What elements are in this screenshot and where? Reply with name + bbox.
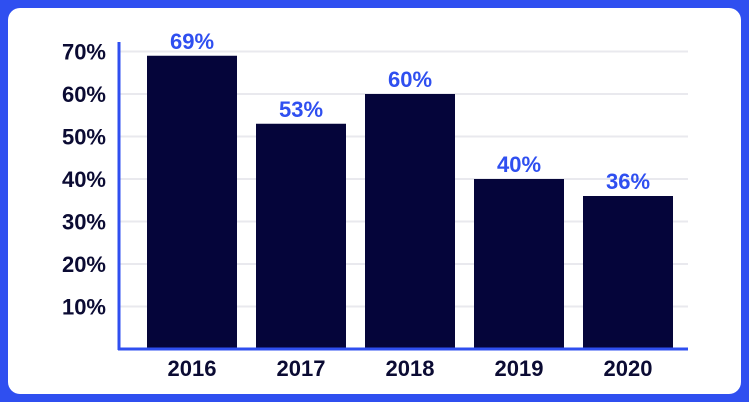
bar-value-label: 36% [606,169,650,194]
x-tick-label: 2020 [604,356,653,381]
labels: 10% 20% 30% 40% 50% 60% 70% 69% 2016 53% 2017 60% 20… [62,29,653,381]
bars [147,55,673,349]
y-tick-label: 30% [62,210,106,235]
bar-2020 [583,196,673,349]
y-tick-label: 10% [62,295,106,320]
bar-value-label: 40% [497,152,541,177]
bar-value-label: 69% [170,29,214,54]
bar-value-label: 53% [279,97,323,122]
y-tick-label: 50% [62,125,106,150]
bar-value-label: 60% [388,67,432,92]
x-tick-label: 2016 [168,356,217,381]
bar-2019 [474,179,564,349]
y-tick-label: 60% [62,82,106,107]
bar-2016 [147,55,237,349]
x-tick-label: 2018 [386,356,435,381]
axes [117,42,688,351]
y-tick-label: 20% [62,252,106,277]
x-tick-label: 2017 [277,356,326,381]
bar-2018 [365,94,455,349]
bar-2017 [256,123,346,349]
y-tick-label: 40% [62,167,106,192]
y-tick-label: 70% [62,40,106,65]
x-tick-label: 2019 [495,356,544,381]
